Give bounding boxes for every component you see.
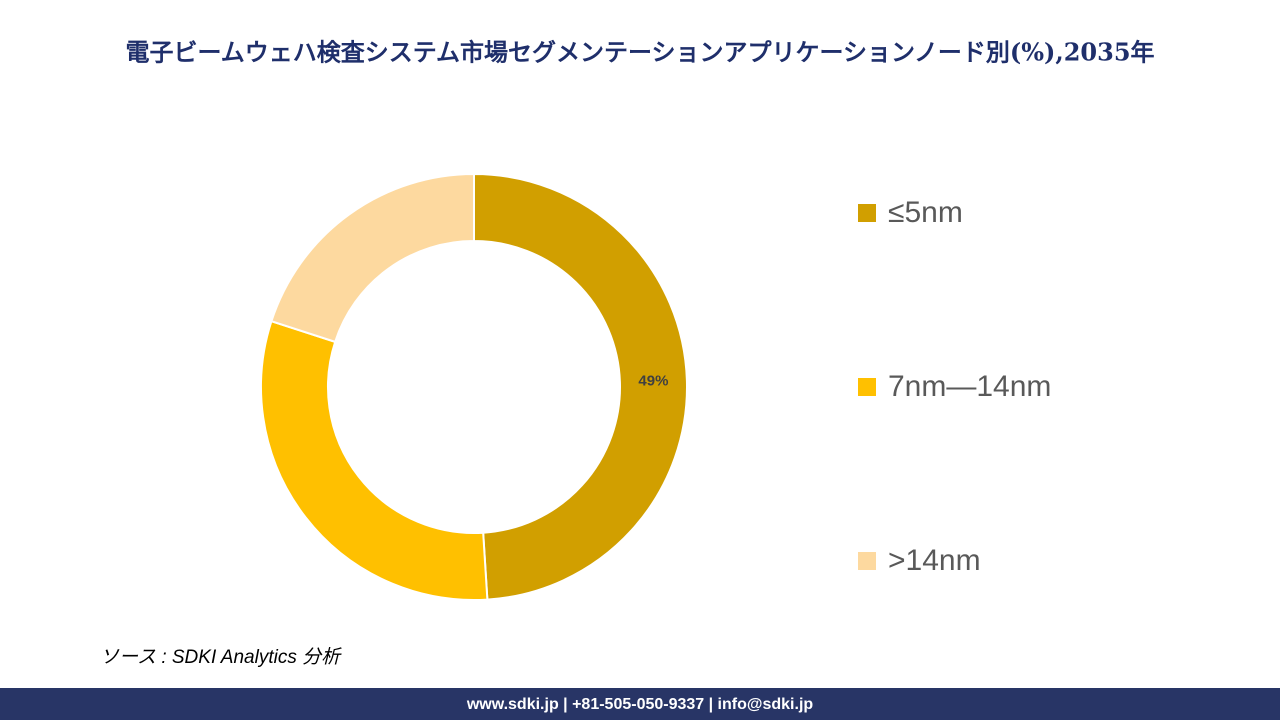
chart-title: 電子ビームウェハ検査システム市場セグメンテーションアプリケーションノード別(%)… xyxy=(125,38,1154,67)
legend-swatch xyxy=(858,204,876,222)
data-label: 49% xyxy=(638,372,668,389)
donut-slice xyxy=(270,172,475,344)
donut-slice xyxy=(260,319,489,601)
footer-band xyxy=(0,688,1280,720)
donut-slice xyxy=(473,172,688,601)
footer-text: www.sdki.jp | +81-505-050-9337 | info@sd… xyxy=(466,696,814,713)
legend-label: >14nm xyxy=(888,544,981,577)
source: ソース : SDKI Analytics 分析 xyxy=(100,647,342,668)
legend-swatch xyxy=(858,378,876,396)
legend-swatch xyxy=(858,552,876,570)
legend-label: ≤5nm xyxy=(888,196,963,229)
legend-label: 7nm—14nm xyxy=(888,370,1051,403)
